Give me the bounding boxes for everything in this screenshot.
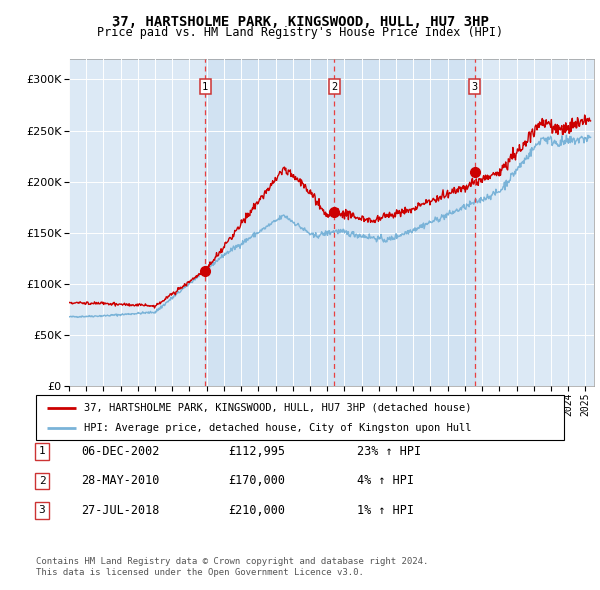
FancyBboxPatch shape	[36, 395, 564, 440]
Text: This data is licensed under the Open Government Licence v3.0.: This data is licensed under the Open Gov…	[36, 568, 364, 577]
Text: 1% ↑ HPI: 1% ↑ HPI	[357, 504, 414, 517]
Text: 3: 3	[472, 82, 478, 92]
Text: 27-JUL-2018: 27-JUL-2018	[81, 504, 160, 517]
Text: £170,000: £170,000	[228, 474, 285, 487]
Text: 3: 3	[38, 506, 46, 515]
Text: 1: 1	[202, 82, 208, 92]
Text: 2: 2	[331, 82, 337, 92]
Bar	[205, 59, 475, 386]
Text: 28-MAY-2010: 28-MAY-2010	[81, 474, 160, 487]
Text: HPI: Average price, detached house, City of Kingston upon Hull: HPI: Average price, detached house, City…	[83, 424, 471, 434]
Text: 2: 2	[38, 476, 46, 486]
Text: 06-DEC-2002: 06-DEC-2002	[81, 445, 160, 458]
Text: £112,995: £112,995	[228, 445, 285, 458]
Text: 37, HARTSHOLME PARK, KINGSWOOD, HULL, HU7 3HP (detached house): 37, HARTSHOLME PARK, KINGSWOOD, HULL, HU…	[83, 403, 471, 412]
Text: Contains HM Land Registry data © Crown copyright and database right 2024.: Contains HM Land Registry data © Crown c…	[36, 557, 428, 566]
Text: 37, HARTSHOLME PARK, KINGSWOOD, HULL, HU7 3HP: 37, HARTSHOLME PARK, KINGSWOOD, HULL, HU…	[112, 15, 488, 30]
Text: Price paid vs. HM Land Registry's House Price Index (HPI): Price paid vs. HM Land Registry's House …	[97, 26, 503, 39]
Text: 1: 1	[38, 447, 46, 456]
Text: £210,000: £210,000	[228, 504, 285, 517]
Text: 23% ↑ HPI: 23% ↑ HPI	[357, 445, 421, 458]
Text: 4% ↑ HPI: 4% ↑ HPI	[357, 474, 414, 487]
